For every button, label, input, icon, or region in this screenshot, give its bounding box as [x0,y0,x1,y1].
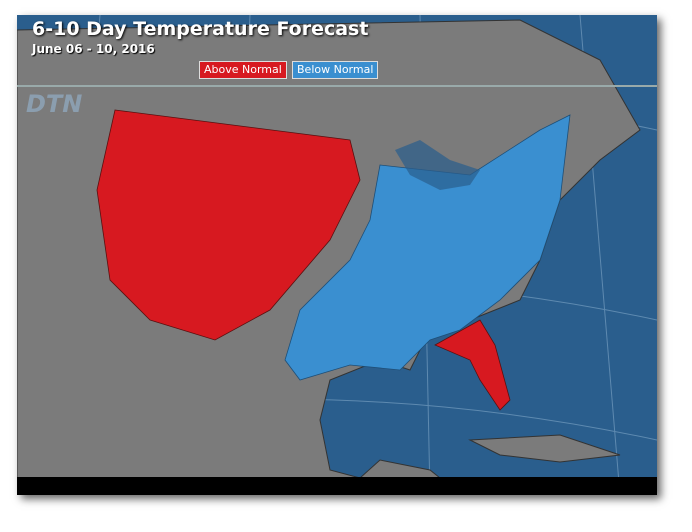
legend-below: Below Normal [292,61,379,79]
cuba [468,434,621,463]
map [17,15,657,495]
below-normal-east [284,114,571,381]
above-normal-west [96,109,361,341]
footer-bar [17,477,657,495]
title: 6-10 Day Temperature Forecast [32,18,369,40]
great-lakes [395,140,480,190]
logo: DTN [26,90,83,118]
map-frame [17,15,657,495]
subtitle: June 06 - 10, 2016 [32,42,155,56]
legend-above: Above Normal [199,61,287,79]
above-normal-florida [434,319,511,411]
